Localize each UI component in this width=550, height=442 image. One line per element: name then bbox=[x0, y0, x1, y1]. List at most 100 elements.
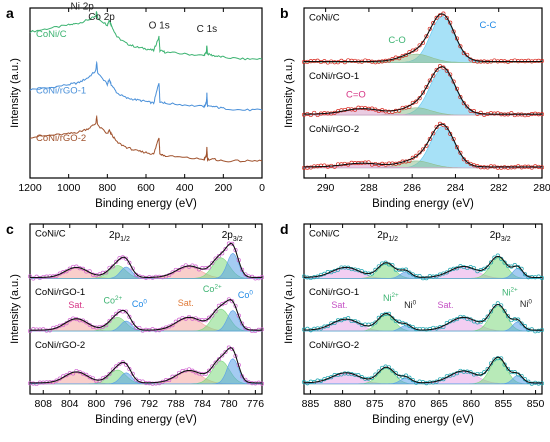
survey-line-0 bbox=[29, 10, 263, 61]
data-point bbox=[216, 253, 221, 259]
data-point bbox=[329, 375, 334, 380]
data-point bbox=[346, 316, 351, 321]
sample-label: CoNi/C bbox=[309, 229, 340, 240]
x-tick-label: 286 bbox=[403, 182, 421, 194]
peak-annotation: O 1s bbox=[149, 20, 170, 31]
series-label: CoNi/C bbox=[36, 29, 67, 40]
peak-label-sup: 2+ bbox=[214, 283, 222, 290]
data-point bbox=[240, 267, 245, 272]
x-tick-label: 804 bbox=[61, 398, 79, 410]
data-point bbox=[478, 110, 483, 115]
data-point bbox=[424, 85, 429, 90]
data-point bbox=[124, 309, 129, 314]
data-point bbox=[213, 309, 218, 314]
data-point bbox=[444, 125, 449, 131]
x-axis-label: Binding energy (eV) bbox=[95, 414, 197, 426]
data-point bbox=[519, 58, 524, 63]
peak-label-c-o: C-O bbox=[388, 35, 405, 46]
data-point bbox=[516, 164, 521, 169]
data-point bbox=[230, 299, 235, 304]
peak-label-base: Ni bbox=[383, 293, 392, 303]
x-tick-label: 788 bbox=[167, 398, 185, 410]
data-point bbox=[522, 272, 528, 277]
data-point bbox=[492, 357, 497, 362]
data-point bbox=[434, 124, 439, 129]
fit-envelope bbox=[30, 346, 262, 384]
plot-frame bbox=[303, 223, 543, 395]
peak-label: Sat. bbox=[178, 298, 194, 308]
data-point bbox=[431, 21, 436, 26]
x-tick-label: 796 bbox=[114, 398, 132, 410]
data-point bbox=[220, 353, 225, 358]
x-tick-label: 784 bbox=[194, 398, 212, 410]
fit-envelope bbox=[304, 123, 542, 168]
peak-label: Ni2+ bbox=[383, 292, 399, 303]
fit-envelope bbox=[303, 255, 542, 279]
peak-label-c-dbl-o: C=O bbox=[346, 90, 366, 101]
data-point bbox=[27, 328, 33, 334]
peak-label-base: Ni bbox=[520, 299, 529, 309]
data-point bbox=[451, 29, 456, 34]
x-tick-label: 875 bbox=[366, 398, 384, 410]
data-point bbox=[417, 96, 422, 101]
x-tick-label: 865 bbox=[430, 398, 448, 410]
data-point bbox=[519, 321, 524, 326]
peak-label-sup: 0 bbox=[143, 299, 147, 306]
data-point bbox=[424, 276, 429, 281]
x-axis-label: Binding energy (eV) bbox=[95, 198, 197, 210]
peak-annotation: C 1s bbox=[197, 24, 218, 35]
fit-envelope bbox=[30, 299, 262, 331]
sample-label: CoNi/C bbox=[35, 229, 66, 240]
peak-label: Sat. bbox=[331, 300, 347, 310]
data-point bbox=[107, 371, 112, 376]
data-point bbox=[110, 264, 115, 269]
data-point bbox=[509, 111, 514, 116]
data-point bbox=[127, 367, 132, 372]
section-label-sub: 3/2 bbox=[233, 236, 243, 243]
x-tick-label: 288 bbox=[360, 182, 378, 194]
peak-label: Ni0 bbox=[520, 299, 533, 310]
x-tick-label: 860 bbox=[462, 398, 480, 410]
data-point bbox=[505, 314, 511, 319]
data-point bbox=[536, 274, 541, 279]
data-point bbox=[502, 308, 507, 313]
peak-label-base: Ni bbox=[404, 300, 413, 310]
peak-label-base: Co bbox=[238, 290, 250, 300]
data-point bbox=[417, 274, 422, 279]
peak-label: Ni2+ bbox=[502, 287, 518, 298]
data-point bbox=[170, 270, 175, 275]
data-point bbox=[485, 314, 490, 319]
panel-c-co2p: 808 804 800 796 792 788 784 780 776 Binding energ… bbox=[6, 221, 264, 426]
data-point bbox=[495, 301, 500, 306]
peak-label: Co2+ bbox=[104, 295, 123, 306]
data-point bbox=[454, 145, 460, 150]
panel-a-survey: 1200 1000 800 600 400 200 0 Binding energy (eV)… bbox=[6, 2, 265, 210]
section-label-base: 2p bbox=[109, 230, 121, 241]
peak-label-base: Sat. bbox=[178, 298, 194, 308]
peak-label-base: Co bbox=[203, 284, 215, 294]
data-point bbox=[259, 381, 265, 386]
data-point bbox=[410, 272, 415, 277]
section-label: 2p1/2 bbox=[109, 230, 130, 243]
data-point bbox=[223, 349, 228, 355]
section-label-base: 2p bbox=[490, 230, 502, 241]
peak-label-base: Co bbox=[104, 296, 116, 306]
data-point bbox=[163, 274, 168, 279]
plot-frame bbox=[29, 223, 263, 395]
data-point bbox=[536, 328, 541, 333]
panel-letter: b bbox=[280, 5, 289, 21]
data-point bbox=[301, 380, 307, 385]
y-axis-label: Intensity (a.u.) bbox=[283, 274, 295, 344]
panel-letter: c bbox=[6, 221, 14, 237]
data-point bbox=[539, 58, 545, 63]
data-point bbox=[315, 112, 320, 118]
peak-label: Sat. bbox=[438, 300, 454, 310]
data-point bbox=[203, 318, 208, 323]
peak-label-base: Co bbox=[132, 299, 144, 309]
peak-label-c-c: C-C bbox=[479, 20, 496, 31]
data-point bbox=[339, 58, 344, 63]
data-point bbox=[308, 112, 313, 118]
data-point bbox=[104, 375, 109, 380]
y-axis-label: Intensity (a.u.) bbox=[9, 274, 21, 344]
